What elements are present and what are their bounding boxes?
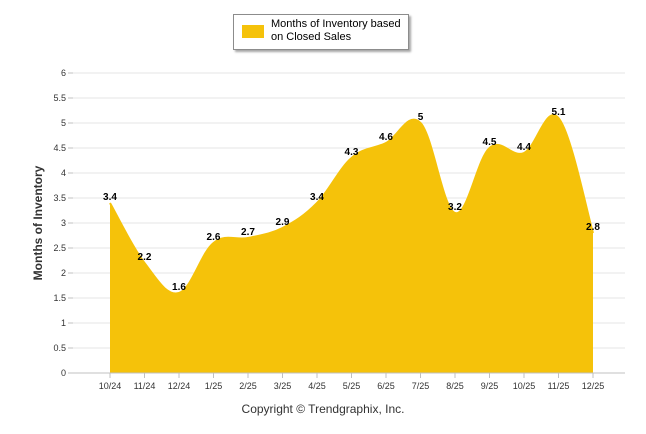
y-tick-label: 5: [61, 118, 66, 128]
x-tick-label: 10/24: [99, 381, 122, 391]
y-tick-label: 4: [61, 168, 66, 178]
data-label: 4.4: [517, 142, 531, 153]
x-tick-label: 11/24: [134, 381, 156, 391]
x-tick-label: 9/25: [481, 381, 499, 391]
y-tick-label: 3: [61, 218, 66, 228]
x-tick-label: 8/25: [446, 381, 464, 391]
data-label: 2.9: [276, 217, 290, 228]
series-line: [109, 114, 594, 295]
x-tick-label: 3/25: [274, 381, 292, 391]
data-label: 5.1: [552, 107, 566, 118]
x-tick-label: 12/24: [168, 381, 191, 391]
data-label: 4.6: [379, 132, 393, 143]
x-tick-label: 11/25: [548, 381, 570, 391]
x-tick-label: 6/25: [377, 381, 395, 391]
y-tick-label: 5.5: [53, 93, 66, 103]
data-label: 4.3: [345, 147, 359, 158]
y-axis-ticks: 0 0.5 1 1.5 2 2.5 3 3.5 4 4.5 5 5.5 6: [53, 68, 73, 378]
x-tick-label: 2/25: [239, 381, 257, 391]
data-label: 2.2: [138, 252, 152, 263]
y-tick-label: 6: [61, 68, 66, 78]
y-tick-label: 2.5: [53, 243, 66, 253]
series-area: [109, 114, 594, 373]
copyright-text: Copyright © Trendgraphix, Inc.: [241, 402, 405, 416]
legend-label: Months of Inventory based on Closed Sale…: [271, 18, 401, 43]
y-tick-label: 0.5: [53, 343, 66, 353]
x-tick-label: 7/25: [412, 381, 430, 391]
y-tick-label: 3.5: [53, 193, 66, 203]
x-tick-label: 12/25: [582, 381, 605, 391]
legend[interactable]: Months of Inventory based on Closed Sale…: [233, 14, 409, 50]
data-label: 5: [418, 112, 424, 123]
data-label: 1.6: [172, 282, 186, 293]
data-label: 3.4: [103, 192, 117, 203]
y-tick-label: 0: [61, 368, 66, 378]
x-tick-label: 1/25: [205, 381, 223, 391]
data-label: 4.5: [483, 137, 497, 148]
legend-swatch: [242, 25, 264, 38]
x-axis: 10/24 11/24 12/24 1/25 2/25 3/25 4/25 5/25 6/25 7…: [73, 372, 625, 391]
data-labels: 3.4 2.2 1.6 2.6 2.7 2.9 3.4 4.3 4.6 5 3.2 4.5 4.4 5.1…: [103, 107, 600, 293]
data-label: 3.4: [310, 192, 324, 203]
x-tick-label: 10/25: [513, 381, 536, 391]
y-tick-label: 1: [61, 318, 66, 328]
y-tick-label: 1.5: [53, 293, 66, 303]
data-label: 2.7: [241, 227, 255, 238]
data-label: 2.8: [586, 222, 600, 233]
x-tick-label: 5/25: [343, 381, 361, 391]
x-tick-label: 4/25: [308, 381, 326, 391]
series-area-fill: [110, 115, 593, 373]
data-label: 2.6: [207, 232, 221, 243]
y-tick-label: 4.5: [53, 143, 66, 153]
y-tick-label: 2: [61, 268, 66, 278]
y-axis-title: Months of Inventory: [31, 165, 45, 280]
data-label: 3.2: [448, 202, 462, 213]
